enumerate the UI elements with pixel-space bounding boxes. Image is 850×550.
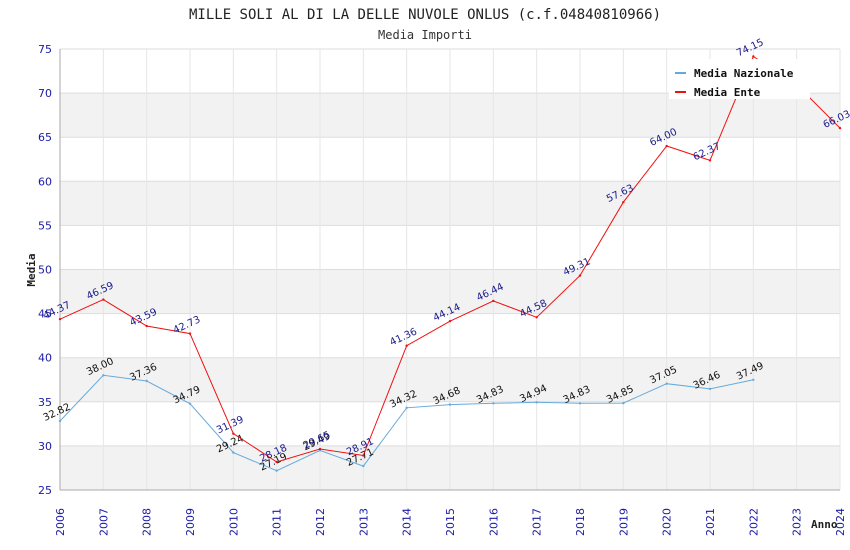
data-point — [232, 432, 235, 435]
y-tick-label: 25 — [38, 484, 52, 497]
data-point — [492, 299, 495, 303]
x-tick-label: 2007 — [97, 508, 110, 536]
data-point — [578, 402, 582, 405]
data-point — [708, 387, 712, 391]
y-axis-label: Media — [25, 253, 38, 286]
data-point — [622, 201, 625, 204]
gridlines — [59, 48, 841, 491]
legend: Media Nazionale Media Ente — [669, 59, 810, 99]
x-tick-label: 2009 — [184, 508, 197, 536]
x-tick-label: 2010 — [227, 508, 240, 536]
data-point — [188, 402, 192, 405]
chart-subtitle: Media Importi — [378, 28, 472, 42]
x-tick-label: 2020 — [661, 508, 674, 536]
x-tick-label: 2017 — [531, 508, 544, 536]
y-tick-label: 75 — [38, 43, 52, 56]
data-point — [708, 159, 712, 162]
y-tick-label: 30 — [38, 440, 52, 453]
data-point — [318, 447, 322, 451]
y-tick-label: 45 — [38, 308, 52, 321]
x-tick-label: 2013 — [357, 508, 370, 536]
data-point — [145, 324, 148, 328]
x-tick-label: 2019 — [617, 508, 630, 536]
data-point — [188, 332, 192, 335]
x-axis-ticks: 2006 2007 2008 2009 2010 2011 2012 2013 2014 2015… — [54, 508, 847, 536]
data-point — [838, 126, 842, 130]
x-tick-label: 2012 — [314, 508, 327, 536]
data-point — [275, 460, 278, 464]
data-point — [622, 401, 625, 405]
data-point — [492, 402, 495, 405]
data-point — [362, 464, 365, 468]
y-tick-label: 55 — [38, 219, 52, 232]
x-tick-label: 2015 — [444, 508, 457, 536]
legend-box — [669, 59, 810, 99]
chart-title: MILLE SOLI AL DI LA DELLE NUVOLE ONLUS (… — [189, 7, 661, 23]
x-tick-label: 2006 — [54, 508, 67, 536]
data-point — [405, 344, 408, 347]
legend-label: Media Nazionale — [694, 67, 794, 80]
data-point — [448, 403, 452, 406]
legend-label: Media Ente — [694, 86, 761, 99]
data-point — [535, 401, 538, 404]
x-tick-label: 2022 — [747, 508, 760, 536]
x-tick-label: 2011 — [271, 508, 284, 536]
y-tick-label: 35 — [38, 396, 52, 409]
data-point — [275, 469, 278, 472]
y-tick-label: 70 — [38, 87, 52, 100]
data-point — [665, 144, 668, 148]
x-tick-label: 2021 — [704, 508, 717, 536]
data-point — [58, 317, 62, 321]
data-point — [145, 379, 148, 383]
data-point — [362, 454, 365, 457]
x-tick-label: 2014 — [401, 508, 414, 536]
data-point — [535, 316, 538, 319]
y-tick-label: 60 — [38, 175, 52, 188]
data-point — [405, 406, 408, 409]
x-axis-label: Anno — [811, 518, 838, 531]
data-point — [58, 419, 62, 423]
data-point — [232, 451, 235, 454]
x-tick-label: 2008 — [141, 508, 154, 536]
data-point — [665, 382, 668, 385]
data-point — [102, 298, 105, 301]
data-point — [578, 274, 582, 277]
y-tick-label: 40 — [38, 352, 52, 365]
x-tick-label: 2024 — [834, 508, 847, 536]
data-point — [752, 55, 755, 58]
x-tick-label: 2023 — [791, 508, 804, 536]
y-tick-label: 50 — [38, 264, 52, 277]
data-point — [752, 378, 755, 382]
y-tick-label: 65 — [38, 131, 52, 144]
y-axis-ticks: 25 30 35 40 45 50 55 60 65 70 75 — [38, 43, 52, 497]
data-point — [448, 319, 452, 323]
x-tick-label: 2018 — [574, 508, 587, 536]
x-tick-label: 2016 — [487, 508, 500, 536]
data-point — [102, 374, 105, 377]
